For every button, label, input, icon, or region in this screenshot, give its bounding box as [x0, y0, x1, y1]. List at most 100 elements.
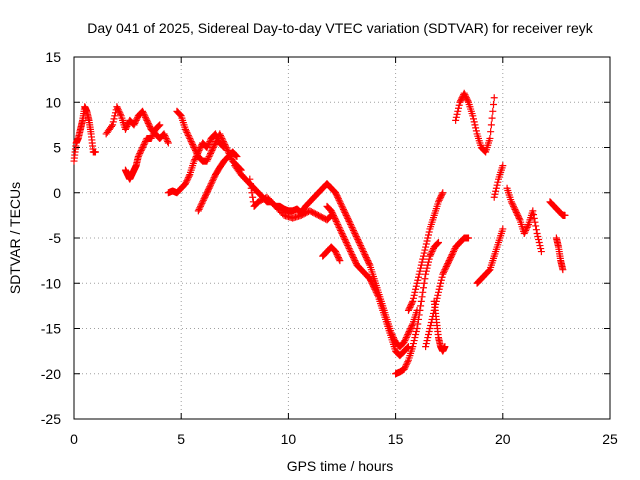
data-point-interp [150, 128, 158, 136]
data-point-interp [222, 144, 230, 151]
data-point [512, 207, 520, 215]
data-point-interp [334, 220, 342, 228]
data-point [190, 144, 198, 151]
data-point-interp [446, 255, 454, 263]
data-point-interp [205, 139, 213, 147]
data-point-interp [131, 119, 139, 127]
series-arc-18 [490, 162, 507, 201]
data-point [422, 243, 430, 251]
data-point-interp [437, 279, 445, 287]
data-point-interp [508, 199, 516, 207]
data-point-interp [403, 359, 411, 367]
data-point-interp [248, 189, 256, 197]
data-point-interp [423, 237, 431, 245]
data-point-interp [438, 190, 446, 198]
data-point-interp [163, 136, 171, 144]
data-point-interp [339, 231, 347, 239]
data-point-interp [354, 236, 362, 244]
data-point-interp [347, 249, 355, 257]
data-point-interp [419, 255, 427, 263]
data-point-interp [419, 252, 427, 260]
data-point [109, 121, 117, 129]
data-point-interp [330, 213, 338, 221]
data-point-interp [369, 281, 377, 289]
data-point-interp [522, 225, 530, 233]
data-point-interp [137, 147, 145, 155]
data-point [216, 130, 224, 138]
data-point-interp [405, 305, 413, 313]
data-point-interp [196, 144, 204, 151]
data-point-interp [135, 151, 143, 159]
data-point-interp [421, 275, 429, 283]
data-point [400, 338, 408, 346]
data-point-interp [332, 190, 340, 198]
data-point-interp [411, 334, 419, 342]
data-point-interp [204, 140, 212, 148]
data-point-interp [149, 131, 157, 139]
data-point [327, 207, 335, 215]
data-point-interp [427, 321, 435, 329]
data-point-interp [406, 326, 414, 334]
data-point-interp [351, 257, 359, 265]
data-point [139, 107, 147, 115]
series-arc-15 [430, 297, 449, 355]
data-point-interp [445, 257, 453, 265]
data-point-interp [222, 142, 230, 150]
data-point [233, 153, 241, 161]
data-point-interp [146, 122, 154, 130]
data-point [417, 297, 425, 305]
data-point-interp [435, 285, 443, 293]
data-point-interp [206, 137, 214, 145]
data-point-interp [532, 226, 540, 234]
data-point-interp [184, 131, 192, 139]
data-point-interp [334, 252, 342, 260]
data-point-interp [436, 282, 444, 290]
data-point-interp [404, 358, 412, 366]
data-point-interp [407, 302, 415, 310]
data-point-interp [523, 223, 531, 231]
data-point-interp [434, 291, 442, 299]
series-arc-21 [552, 234, 567, 274]
data-point-interp [116, 110, 124, 118]
data-point-interp [424, 231, 432, 239]
data-point [441, 343, 449, 351]
data-point-interp [492, 187, 500, 195]
data-point-interp [521, 228, 529, 236]
data-point-interp [339, 232, 347, 240]
data-point-interp [489, 107, 497, 115]
data-point-interp [404, 331, 412, 339]
y-tick-label: -20 [41, 366, 61, 382]
data-point-interp [211, 140, 219, 148]
data-point-interp [348, 251, 356, 259]
data-point-interp [510, 202, 518, 210]
data-point-interp [139, 142, 147, 150]
data-point-interp [207, 150, 215, 158]
data-point [332, 248, 340, 256]
data-point [181, 125, 189, 133]
data-point-interp [141, 113, 149, 121]
data-point-interp [492, 184, 500, 192]
data-point-interp [416, 267, 424, 275]
data-point-interp [210, 142, 218, 150]
data-point [456, 98, 464, 106]
data-point [164, 139, 172, 147]
data-point-interp [488, 114, 496, 122]
data-point-interp [342, 211, 350, 219]
data-point-interp [362, 254, 370, 262]
data-point-interp [449, 249, 457, 257]
data-point-interp [232, 151, 240, 159]
data-point [486, 134, 494, 142]
data-point-interp [364, 258, 372, 266]
data-point-interp [329, 210, 337, 218]
y-tick-labels: 15 10 5 0 -5 -10 -15 -20 -25 [41, 49, 61, 427]
data-point-interp [472, 124, 480, 132]
data-point-interp [138, 145, 146, 153]
data-point-interp [530, 214, 538, 222]
data-point [340, 234, 348, 242]
data-point-interp [464, 97, 472, 105]
data-point-interp [219, 136, 227, 144]
data-point-interp [422, 267, 430, 275]
data-point-interp [208, 178, 216, 186]
data-point-interp [339, 204, 347, 212]
